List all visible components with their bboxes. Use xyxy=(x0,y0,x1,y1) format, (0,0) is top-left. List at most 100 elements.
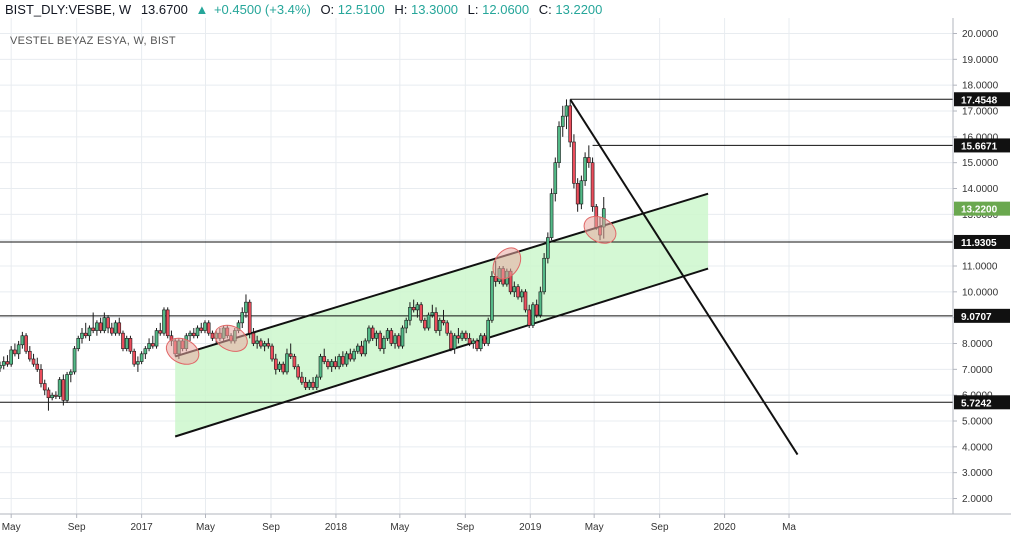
candle-body xyxy=(266,343,271,347)
candle-body xyxy=(83,332,88,337)
candle-body xyxy=(39,369,43,384)
candle-body xyxy=(341,356,345,365)
candle-body xyxy=(128,338,133,352)
candle-body xyxy=(404,319,409,329)
candle-body xyxy=(121,332,125,349)
candle-body xyxy=(434,312,438,331)
candle-body xyxy=(329,361,334,368)
price-tick-label: 15.0000 xyxy=(962,158,999,169)
candle-body xyxy=(396,335,401,347)
candle-body xyxy=(31,358,36,365)
channel-upper-line xyxy=(174,192,709,358)
time-tick-label: Sep xyxy=(456,522,474,533)
candle-body xyxy=(568,105,573,143)
candle-body xyxy=(247,301,252,334)
candle-body xyxy=(61,379,66,401)
candle-body xyxy=(382,338,386,349)
header-low: 12.0600 xyxy=(482,2,529,17)
time-tick-label: 2018 xyxy=(325,522,348,533)
candle-body xyxy=(575,183,580,205)
price-tick-label: 17.0000 xyxy=(962,107,999,118)
price-tick-label: 2.0000 xyxy=(962,494,993,505)
candle-body xyxy=(13,349,17,355)
candle-body xyxy=(430,312,435,316)
candle-body xyxy=(419,304,423,321)
header-open-label: O: xyxy=(320,2,334,17)
candle-body xyxy=(35,363,40,370)
candle-body xyxy=(437,319,442,331)
price-tick-label: 8.0000 xyxy=(962,339,993,350)
candle-body xyxy=(322,356,327,362)
time-tick-label: Ma xyxy=(782,522,796,533)
time-axis[interactable]: May Sep 2017 May Sep 2018 May Sep 2019 May Sep 2020… xyxy=(2,514,797,533)
candle-body xyxy=(352,350,356,360)
header-low-label: L: xyxy=(468,2,479,17)
candle-body xyxy=(423,319,427,329)
candle-body xyxy=(303,381,308,388)
price-tick-label: 11.0000 xyxy=(962,262,998,273)
candle-body xyxy=(240,312,245,324)
candle-body xyxy=(158,330,163,334)
candle-body xyxy=(557,126,561,163)
candle-body xyxy=(117,322,122,334)
time-tick-label: Sep xyxy=(262,522,280,533)
candle-body xyxy=(359,345,364,355)
level-label-text: 15.6671 xyxy=(961,141,998,152)
price-tick-label: 19.0000 xyxy=(962,55,999,66)
time-tick-label: Sep xyxy=(651,522,669,533)
chart-subtitle: VESTEL BEYAZ ESYA, W, BIST xyxy=(10,35,176,47)
highlight-ellipse xyxy=(492,247,522,280)
candle-body xyxy=(136,361,140,365)
price-tick-label: 14.0000 xyxy=(962,184,999,195)
candle-body xyxy=(538,291,543,316)
header-line: BIST_DLY:VESBE, W 13.6700 ▲ +0.4500 (+3.… xyxy=(5,2,602,17)
candle-body xyxy=(441,319,446,324)
candle-body xyxy=(102,317,107,331)
highlight-ellipses xyxy=(165,215,617,365)
candle-body xyxy=(546,237,550,259)
candle-body xyxy=(50,394,54,399)
price-tick-label: 4.0000 xyxy=(962,442,993,453)
candle-body xyxy=(259,340,263,347)
candle-body xyxy=(426,314,431,329)
candle-body xyxy=(191,332,196,337)
candle-body xyxy=(344,353,349,365)
candle-body xyxy=(106,317,110,329)
candle-body xyxy=(42,383,47,391)
header-high: 13.3000 xyxy=(411,2,458,17)
candle-body xyxy=(251,332,256,344)
candle-body xyxy=(69,371,73,375)
candle-body xyxy=(154,330,159,347)
time-tick-label: May xyxy=(585,522,604,533)
price-tick-label: 20.0000 xyxy=(962,29,999,40)
level-labels: 17.4548 15.6671 11.9305 9.0707 5.7242 13.2200 xyxy=(954,92,1010,410)
candle-body xyxy=(80,332,84,339)
candle-body xyxy=(113,322,118,334)
candle-body xyxy=(378,332,382,349)
time-tick-label: 2020 xyxy=(713,522,736,533)
candle-body xyxy=(244,301,248,313)
level-label-box xyxy=(954,395,1010,410)
candle-body xyxy=(16,344,21,355)
candle-body xyxy=(475,340,479,349)
candle-body xyxy=(400,327,405,347)
candle-body xyxy=(516,286,520,298)
candle-body xyxy=(326,361,330,368)
candle-body xyxy=(445,322,450,334)
candle-body xyxy=(542,257,546,293)
candle-body xyxy=(277,363,282,370)
candle-body xyxy=(587,157,591,163)
header-close-label: C: xyxy=(539,2,552,17)
candle-body xyxy=(337,356,341,368)
level-label-box xyxy=(954,92,1010,107)
candle-body xyxy=(9,349,13,365)
level-label-text: 5.7242 xyxy=(961,398,992,409)
candle-body xyxy=(579,180,584,205)
candle-body xyxy=(288,353,293,357)
candle-body xyxy=(110,327,114,334)
candle-body xyxy=(560,115,565,127)
candle-body xyxy=(1,361,6,366)
level-label-text: 11.9305 xyxy=(961,238,997,249)
price-tick-label: 3.0000 xyxy=(962,468,993,479)
